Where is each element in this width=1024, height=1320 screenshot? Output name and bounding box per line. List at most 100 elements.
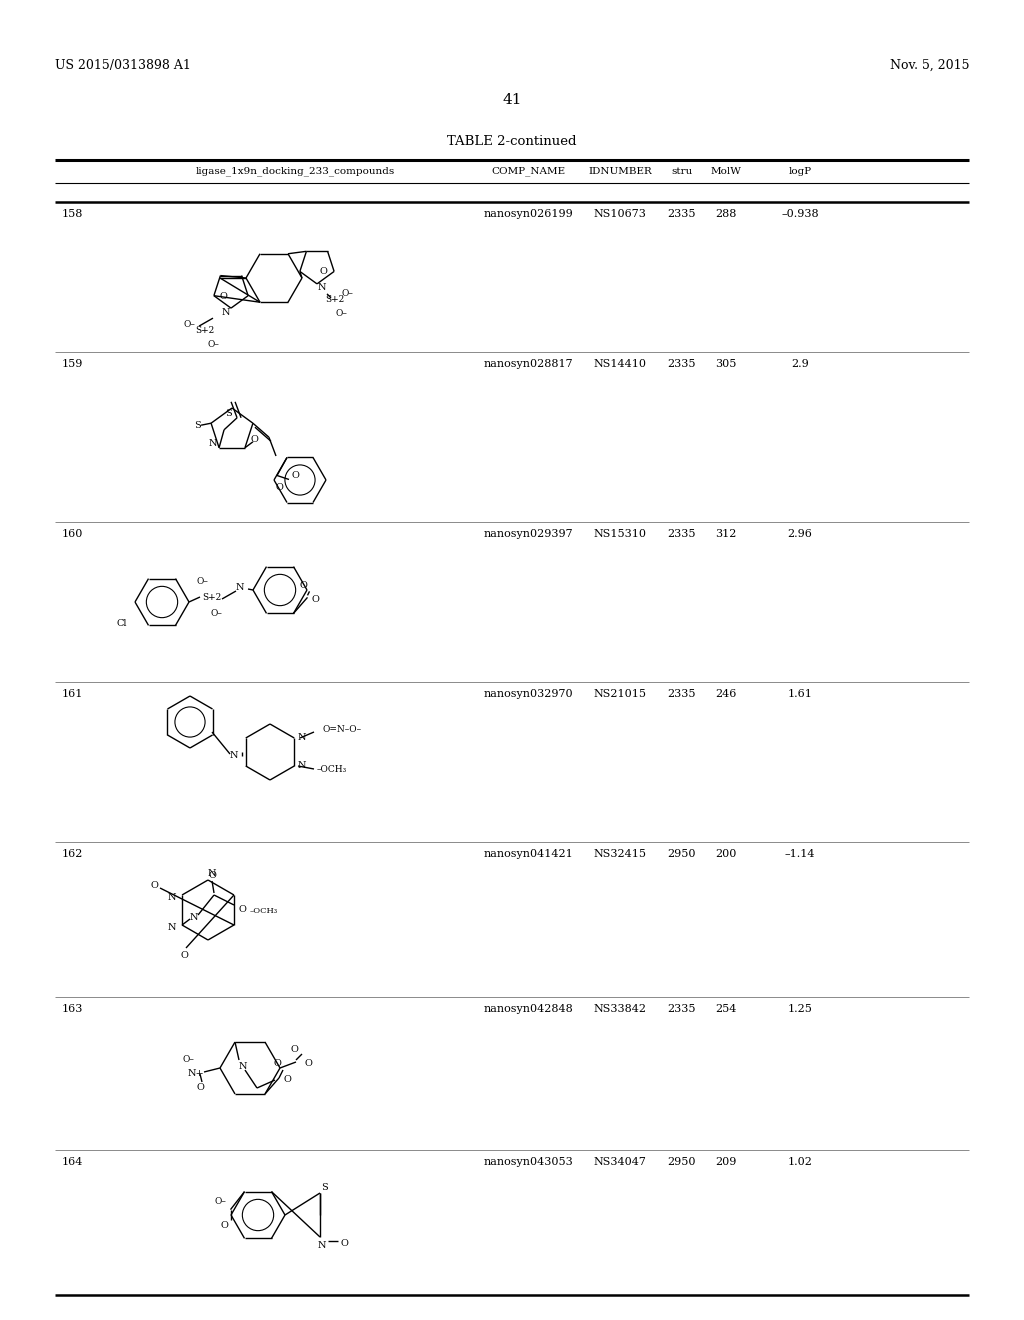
Text: O: O (151, 882, 158, 891)
Text: O: O (311, 595, 319, 603)
Text: 254: 254 (716, 1005, 736, 1014)
Text: O: O (300, 581, 307, 590)
Text: N: N (189, 912, 199, 921)
Text: NS14410: NS14410 (594, 359, 646, 370)
Text: 2.96: 2.96 (787, 529, 812, 539)
Text: N: N (298, 762, 306, 771)
Text: S+2: S+2 (203, 593, 221, 602)
Text: 312: 312 (716, 529, 736, 539)
Text: stru: stru (672, 166, 692, 176)
Text: O–: O– (207, 339, 219, 348)
Text: O: O (220, 1221, 228, 1230)
Text: 2950: 2950 (668, 849, 696, 859)
Text: O: O (251, 436, 259, 445)
Text: N: N (239, 1061, 247, 1071)
Text: 2335: 2335 (668, 1005, 696, 1014)
Text: O=N–O–: O=N–O– (323, 726, 361, 734)
Text: –OCH₃: –OCH₃ (250, 907, 279, 915)
Text: NS33842: NS33842 (594, 1005, 646, 1014)
Text: NS15310: NS15310 (594, 529, 646, 539)
Text: O–: O– (215, 1197, 226, 1206)
Text: 162: 162 (62, 849, 83, 859)
Text: 41: 41 (502, 92, 522, 107)
Text: nanosyn026199: nanosyn026199 (483, 209, 572, 219)
Text: O–: O– (210, 609, 222, 618)
Text: S: S (194, 421, 201, 430)
Text: 2335: 2335 (668, 359, 696, 370)
Text: 2950: 2950 (668, 1158, 696, 1167)
Text: 288: 288 (716, 209, 736, 219)
Text: TABLE 2-continued: TABLE 2-continued (447, 135, 577, 148)
Text: O: O (219, 292, 227, 301)
Text: ligase_1x9n_docking_233_compounds: ligase_1x9n_docking_233_compounds (196, 166, 394, 176)
Text: O–: O– (182, 1056, 194, 1064)
Text: O: O (208, 870, 216, 879)
Text: US 2015/0313898 A1: US 2015/0313898 A1 (55, 58, 190, 71)
Text: –OCH₃: –OCH₃ (316, 766, 347, 775)
Text: 200: 200 (716, 849, 736, 859)
Text: 2335: 2335 (668, 689, 696, 700)
Text: N: N (236, 582, 245, 591)
Text: O: O (283, 1076, 291, 1085)
Text: 2335: 2335 (668, 529, 696, 539)
Text: O: O (180, 952, 188, 961)
Text: O: O (319, 268, 327, 276)
Text: O–: O– (196, 577, 208, 586)
Text: N: N (222, 308, 230, 317)
Text: N: N (208, 870, 216, 879)
Text: 1.02: 1.02 (787, 1158, 812, 1167)
Text: –0.938: –0.938 (781, 209, 819, 219)
Text: 209: 209 (716, 1158, 736, 1167)
Text: nanosyn042848: nanosyn042848 (483, 1005, 572, 1014)
Text: 246: 246 (716, 689, 736, 700)
Text: O–: O– (183, 319, 195, 329)
Text: O: O (196, 1084, 204, 1093)
Text: MolW: MolW (711, 166, 741, 176)
Text: 163: 163 (62, 1005, 83, 1014)
Text: NS32415: NS32415 (594, 849, 646, 859)
Text: IDNUMBER: IDNUMBER (588, 166, 652, 176)
Text: S+2: S+2 (326, 296, 345, 305)
Text: O: O (239, 904, 246, 913)
Text: 305: 305 (716, 359, 736, 370)
Text: O: O (275, 483, 283, 492)
Text: 1.61: 1.61 (787, 689, 812, 700)
Text: 2.9: 2.9 (792, 359, 809, 370)
Text: NS21015: NS21015 (594, 689, 646, 700)
Text: 2335: 2335 (668, 209, 696, 219)
Text: O–: O– (335, 309, 347, 318)
Text: O: O (340, 1238, 348, 1247)
Text: Cl: Cl (117, 619, 127, 628)
Text: Nov. 5, 2015: Nov. 5, 2015 (890, 58, 969, 71)
Text: N+: N+ (187, 1069, 205, 1078)
Text: nanosyn028817: nanosyn028817 (483, 359, 572, 370)
Text: 158: 158 (62, 209, 83, 219)
Text: N: N (317, 1241, 327, 1250)
Text: NS34047: NS34047 (594, 1158, 646, 1167)
Text: nanosyn043053: nanosyn043053 (483, 1158, 572, 1167)
Text: nanosyn032970: nanosyn032970 (483, 689, 572, 700)
Text: S: S (224, 408, 231, 417)
Text: N: N (229, 751, 239, 760)
Text: 161: 161 (62, 689, 83, 700)
Text: O: O (273, 1060, 281, 1068)
Text: nanosyn041421: nanosyn041421 (483, 849, 572, 859)
Text: N: N (298, 734, 306, 742)
Text: O–: O– (341, 289, 353, 298)
Text: N: N (168, 924, 176, 932)
Text: 159: 159 (62, 359, 83, 370)
Text: NS10673: NS10673 (594, 209, 646, 219)
Text: O: O (290, 1045, 298, 1055)
Text: COMP_NAME: COMP_NAME (490, 166, 565, 176)
Text: 164: 164 (62, 1158, 83, 1167)
Text: S: S (321, 1183, 328, 1192)
Text: –1.14: –1.14 (784, 849, 815, 859)
Text: O: O (291, 471, 299, 480)
Text: N: N (168, 894, 176, 903)
Text: 160: 160 (62, 529, 83, 539)
Text: 1.25: 1.25 (787, 1005, 812, 1014)
Text: N: N (209, 440, 217, 449)
Text: N: N (317, 284, 327, 292)
Text: S+2: S+2 (196, 326, 215, 335)
Text: nanosyn029397: nanosyn029397 (483, 529, 572, 539)
